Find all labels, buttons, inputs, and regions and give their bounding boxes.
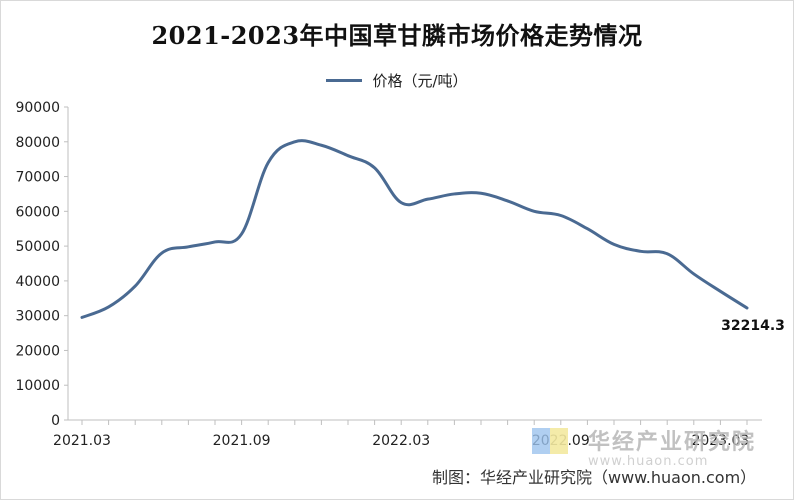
x-tick-label: 2022.03 <box>372 433 430 449</box>
watermark: 华经产业研究院 www.huaon.com <box>532 424 782 469</box>
y-tick-label: 40000 <box>15 274 60 290</box>
y-tick-label: 30000 <box>15 309 60 325</box>
legend-swatch <box>326 79 363 82</box>
x-tick-label: 2021.03 <box>53 433 111 449</box>
data-label-last: 32214.3 <box>721 318 785 334</box>
x-tick-label: 2021.09 <box>213 433 271 449</box>
watermark-url: www.huaon.com <box>588 454 709 469</box>
y-tick-label: 50000 <box>15 239 60 255</box>
x-tick-label: 2023.03 <box>691 433 749 449</box>
watermark-logo-yellow <box>550 428 568 454</box>
chart-legend: 价格（元/吨） <box>0 70 794 91</box>
chart-credit: 制图：华经产业研究院（www.huaon.com） <box>432 468 757 487</box>
y-tick-label: 90000 <box>15 100 60 116</box>
watermark-brand: 华经产业研究院 <box>588 430 757 455</box>
legend-label: 价格（元/吨） <box>372 72 468 90</box>
chart-title: 2021-2023年中国草甘膦市场价格走势情况 <box>151 21 643 50</box>
series-line-price <box>80 139 749 319</box>
y-tick-label: 70000 <box>15 170 60 186</box>
y-tick-label: 10000 <box>15 378 60 394</box>
y-tick-label: 80000 <box>15 135 60 151</box>
y-tick-label: 0 <box>51 413 60 429</box>
watermark-logo-blue <box>532 428 550 454</box>
y-tick-label: 60000 <box>15 204 60 220</box>
y-tick-label: 20000 <box>15 343 60 359</box>
